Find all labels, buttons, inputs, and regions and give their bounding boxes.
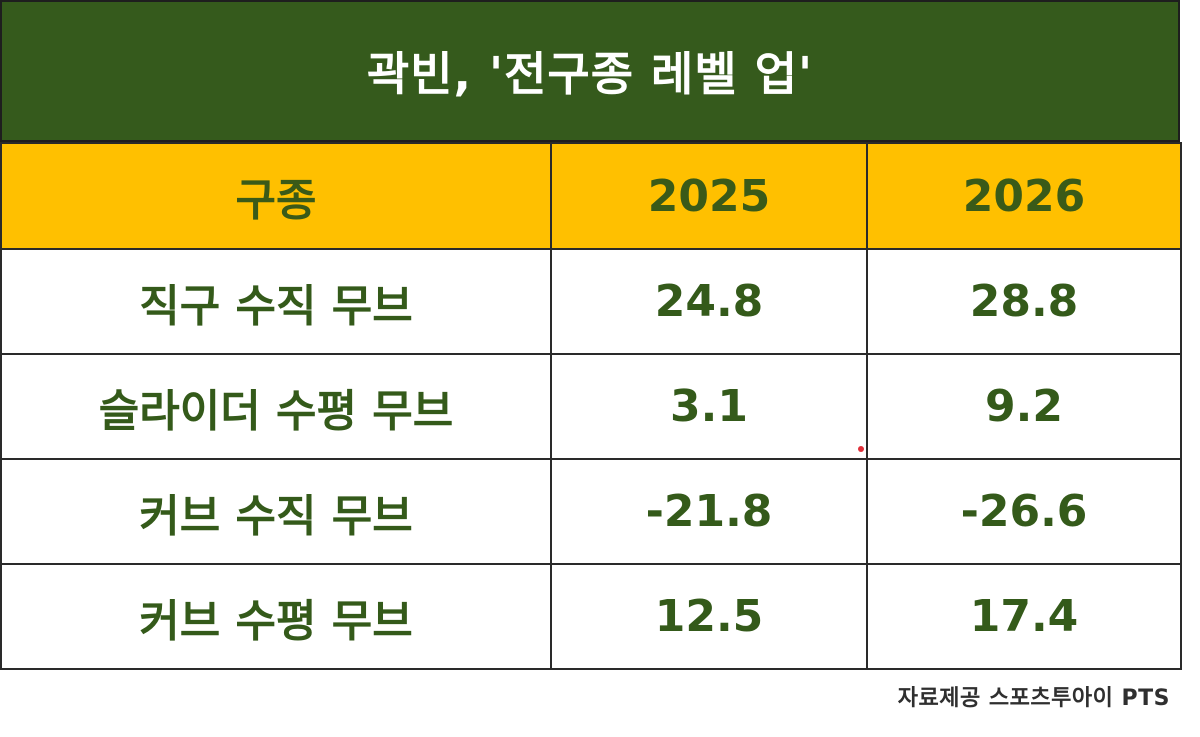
value-2026-cell: 28.8 [866,248,1182,355]
table-row: 커브 수직 무브 -21.8 -26.6 [0,458,1182,565]
value-2026-cell: -26.6 [866,458,1182,565]
marker-dot [858,446,864,452]
value-2026-cell: 9.2 [866,353,1182,460]
pitch-name-cell: 슬라이더 수평 무브 [0,353,552,460]
header-2025: 2025 [550,142,868,250]
page-title: 곽빈, '전구종 레벨 업' [366,47,814,101]
title-bar: 곽빈, '전구종 레벨 업' [0,0,1180,142]
table-row: 직구 수직 무브 24.8 28.8 [0,248,1182,355]
pitch-name-cell: 직구 수직 무브 [0,248,552,355]
value-2025-cell: 24.8 [550,248,868,355]
value-2025-cell: -21.8 [550,458,868,565]
header-2026: 2026 [866,142,1182,250]
header-row: 구종 2025 2026 [0,142,1182,250]
pitch-movement-table: 구종 2025 2026 직구 수직 무브 24.8 28.8 슬라이더 수평 … [0,142,1182,670]
pitch-name-cell: 커브 수평 무브 [0,563,552,670]
table-row: 커브 수평 무브 12.5 17.4 [0,563,1182,670]
header-pitch: 구종 [0,142,552,250]
value-2025-cell: 12.5 [550,563,868,670]
pitch-name-cell: 커브 수직 무브 [0,458,552,565]
table-row: 슬라이더 수평 무브 3.1 9.2 [0,353,1182,460]
value-2026-cell: 17.4 [866,563,1182,670]
source-credit: 자료제공 스포츠투아이 PTS [897,686,1170,711]
value-2025-cell: 3.1 [550,353,868,460]
